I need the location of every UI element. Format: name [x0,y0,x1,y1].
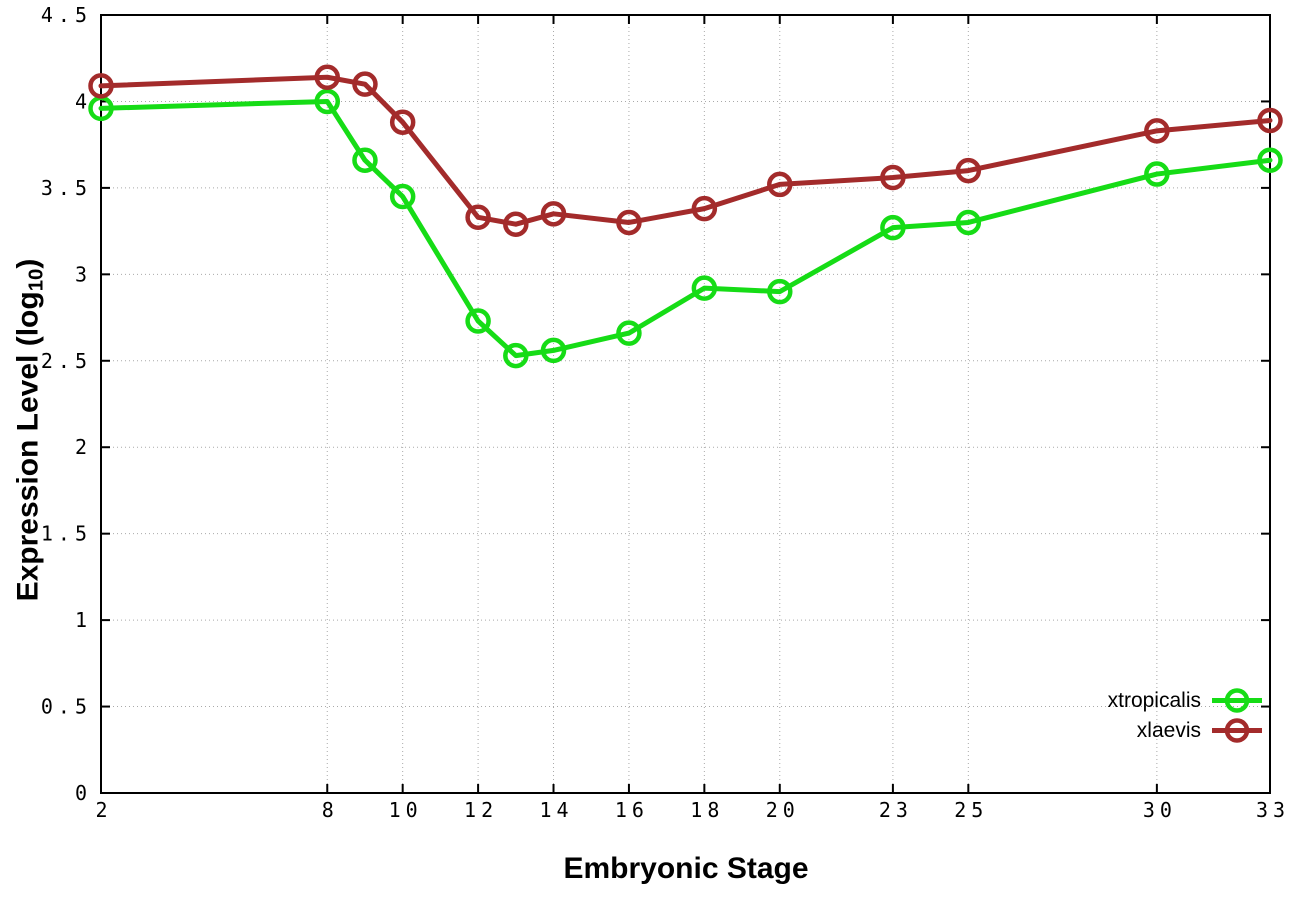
series-line-xtropicalis [98,98,1273,359]
y-tick-label: 1 [75,608,92,632]
data-point-xtropicalis-stage-9 [352,147,378,173]
y-tick-label: 4 [75,89,92,113]
y-tick-label: 3.5 [41,176,92,200]
x-tick-label: 30 [1143,798,1177,822]
y-tick-label: 0 [75,781,92,805]
data-point-xtropicalis-stage-20 [767,278,793,305]
legend-label-xtropicalis: xtropicalis [1107,689,1201,712]
data-point-xlaevis-stage-33 [1257,107,1283,134]
y-axis-title-suffix: ) [11,258,45,269]
y-tick-label: 3 [75,262,92,286]
xlaevis-line-marker-icon [1212,718,1262,743]
data-point-xtropicalis-stage-8 [314,88,341,115]
data-point-xlaevis-stage-8 [314,64,341,90]
data-point-xlaevis-stage-14 [540,201,567,227]
data-point-xlaevis-stage-30 [1144,118,1170,144]
x-axis-title: Embryonic Stage [563,852,809,885]
data-point-xtropicalis-stage-16 [616,320,642,346]
y-axis-title-text: Expression Level (log [11,291,45,602]
data-point-xlaevis-stage-12 [465,204,491,231]
data-point-xtropicalis-stage-18 [691,275,718,301]
y-tick-label: 0.5 [41,695,92,719]
plot-border [100,14,1271,794]
series-line-xlaevis [98,74,1273,227]
x-tick-label: 2 [95,798,112,822]
x-tick-label: 33 [1256,798,1290,822]
y-tick-label: 1.5 [41,522,92,546]
data-point-xtropicalis-stage-30 [1144,161,1170,187]
data-point-xlaevis-stage-18 [691,195,718,222]
x-tick-label: 16 [615,798,649,822]
data-point-xlaevis-stage-13 [503,211,529,237]
x-tick-label: 20 [766,798,800,822]
y-tick-label: 2 [75,435,92,459]
data-point-xlaevis-stage-23 [880,164,906,191]
data-point-xtropicalis-stage-13 [503,342,529,369]
data-point-xlaevis-stage-16 [616,209,642,236]
x-tick-label: 25 [954,798,988,822]
xtropicalis-line-marker-icon [1212,688,1262,713]
data-point-xtropicalis-stage-12 [465,308,491,334]
y-tick-label: 2.5 [41,349,92,373]
y-axis-title: Expression Level (log10) [11,259,48,602]
y-tick-label: 4.5 [41,3,92,27]
data-point-xlaevis-stage-2 [88,73,114,99]
x-tick-label: 14 [539,798,573,822]
legend-label-xlaevis: xlaevis [1136,719,1201,742]
y-axis-title-subscript: 10 [25,268,48,292]
data-point-xtropicalis-stage-33 [1257,147,1283,173]
data-point-xlaevis-stage-10 [389,109,416,135]
legend: xtropicalis xlaevis [1108,686,1264,745]
x-tick-label: 12 [464,798,498,822]
x-tick-label: 18 [690,798,724,822]
data-point-xtropicalis-stage-25 [955,209,982,236]
legend-item-xlaevis: xlaevis [1137,716,1264,745]
data-point-xtropicalis-stage-10 [389,183,416,210]
data-point-xlaevis-stage-25 [955,157,982,184]
x-tick-label: 10 [389,798,423,822]
data-point-xtropicalis-stage-14 [540,337,567,364]
data-point-xlaevis-stage-20 [767,171,793,198]
legend-item-xtropicalis: xtropicalis [1108,686,1264,715]
x-tick-label: 8 [322,798,339,822]
data-point-xtropicalis-stage-23 [880,214,906,241]
data-point-xlaevis-stage-9 [352,71,378,97]
x-tick-label: 23 [879,798,913,822]
